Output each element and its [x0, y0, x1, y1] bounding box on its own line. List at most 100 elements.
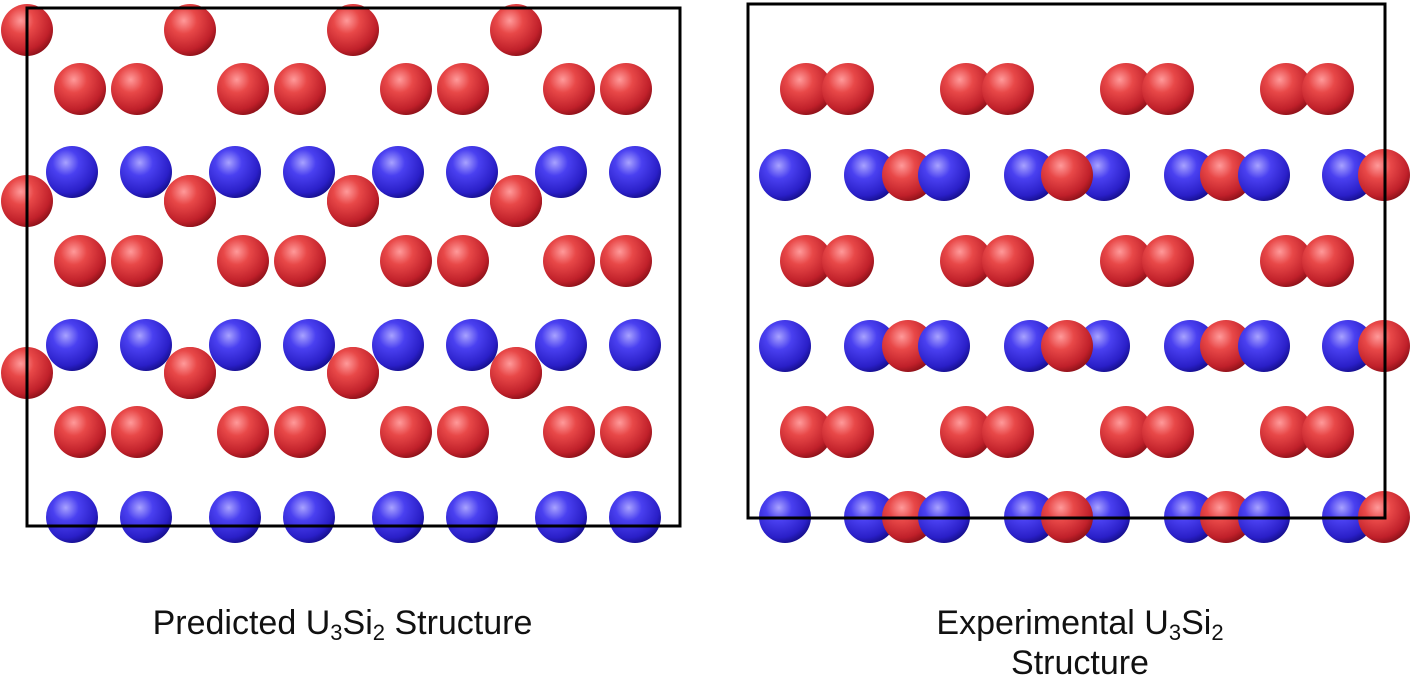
silicon-atom: [759, 149, 811, 201]
uranium-atom: [1142, 63, 1194, 115]
silicon-atom: [1004, 149, 1056, 201]
uranium-atom: [490, 175, 542, 227]
uranium-atom: [882, 149, 934, 201]
uranium-atom: [1100, 63, 1152, 115]
uranium-atom: [217, 406, 269, 458]
silicon-atom: [609, 319, 661, 371]
uranium-atom: [1260, 406, 1312, 458]
uranium-atom: [1302, 63, 1354, 115]
uranium-atom: [54, 63, 106, 115]
uranium-atom: [274, 406, 326, 458]
uranium-atom: [1260, 235, 1312, 287]
silicon-atom: [446, 146, 498, 198]
silicon-atom: [535, 146, 587, 198]
uranium-atom: [822, 235, 874, 287]
uranium-atom: [164, 4, 216, 56]
uranium-atom: [982, 63, 1034, 115]
silicon-atom: [1238, 320, 1290, 372]
silicon-atom: [46, 319, 98, 371]
silicon-atom: [844, 320, 896, 372]
silicon-atom: [1164, 149, 1216, 201]
silicon-atom: [759, 320, 811, 372]
uranium-atom: [1100, 235, 1152, 287]
silicon-atom: [1238, 149, 1290, 201]
silicon-atom: [535, 491, 587, 543]
unit-cell-outline: [25, 6, 682, 528]
uranium-atom: [780, 63, 832, 115]
uranium-atom: [1142, 406, 1194, 458]
uranium-atom: [490, 347, 542, 399]
silicon-atom: [1322, 320, 1374, 372]
silicon-atom: [1322, 149, 1374, 201]
uranium-atom: [1302, 235, 1354, 287]
uranium-atom: [1041, 149, 1093, 201]
uranium-atom: [217, 235, 269, 287]
uranium-atom: [437, 406, 489, 458]
uranium-atom: [380, 63, 432, 115]
uranium-atom: [327, 175, 379, 227]
uranium-atom: [1260, 63, 1312, 115]
uranium-atom: [940, 406, 992, 458]
uranium-atom: [274, 235, 326, 287]
uranium-atom: [164, 175, 216, 227]
uranium-atom: [600, 235, 652, 287]
silicon-atom: [46, 146, 98, 198]
silicon-atom: [372, 146, 424, 198]
predicted-structure-panel: [1, 4, 682, 543]
uranium-atom: [490, 4, 542, 56]
silicon-atom: [283, 319, 335, 371]
uranium-atom: [1200, 320, 1252, 372]
silicon-atom: [535, 319, 587, 371]
silicon-atom: [46, 491, 98, 543]
uranium-atom: [327, 347, 379, 399]
silicon-atom: [446, 491, 498, 543]
silicon-atom: [609, 146, 661, 198]
uranium-atom: [380, 235, 432, 287]
silicon-atom: [372, 491, 424, 543]
uranium-atom: [780, 406, 832, 458]
uranium-atom: [111, 235, 163, 287]
uranium-atom: [940, 235, 992, 287]
silicon-atom: [1078, 149, 1130, 201]
uranium-atom: [327, 4, 379, 56]
silicon-atom: [446, 319, 498, 371]
experimental-structure-caption: Experimental U3Si2 Structure: [936, 604, 1224, 682]
uranium-atom: [437, 235, 489, 287]
silicon-atom: [120, 491, 172, 543]
silicon-atom: [918, 149, 970, 201]
uranium-atom: [543, 406, 595, 458]
uranium-atom: [380, 406, 432, 458]
silicon-atom: [209, 491, 261, 543]
silicon-atom: [283, 491, 335, 543]
uranium-atom: [780, 235, 832, 287]
silicon-atom: [1078, 320, 1130, 372]
silicon-atom: [120, 319, 172, 371]
silicon-atom: [283, 146, 335, 198]
uranium-atom: [982, 235, 1034, 287]
uranium-atom: [600, 406, 652, 458]
uranium-atom: [54, 235, 106, 287]
uranium-atom: [217, 63, 269, 115]
uranium-atom: [1142, 235, 1194, 287]
uranium-atom: [822, 406, 874, 458]
uranium-atom: [164, 347, 216, 399]
uranium-atom: [940, 63, 992, 115]
experimental-structure-panel: [746, 2, 1410, 543]
uranium-atom: [437, 63, 489, 115]
uranium-atom: [1200, 149, 1252, 201]
silicon-atom: [372, 319, 424, 371]
uranium-atom: [882, 320, 934, 372]
uranium-atom: [54, 406, 106, 458]
uranium-atom: [600, 63, 652, 115]
silicon-atom: [918, 320, 970, 372]
uranium-atom: [1100, 406, 1152, 458]
uranium-atom: [1041, 320, 1093, 372]
silicon-atom: [844, 149, 896, 201]
uranium-atom: [543, 63, 595, 115]
uranium-atom: [982, 406, 1034, 458]
uranium-atom: [1302, 406, 1354, 458]
silicon-atom: [209, 146, 261, 198]
uranium-atom: [543, 235, 595, 287]
uranium-atom: [822, 63, 874, 115]
